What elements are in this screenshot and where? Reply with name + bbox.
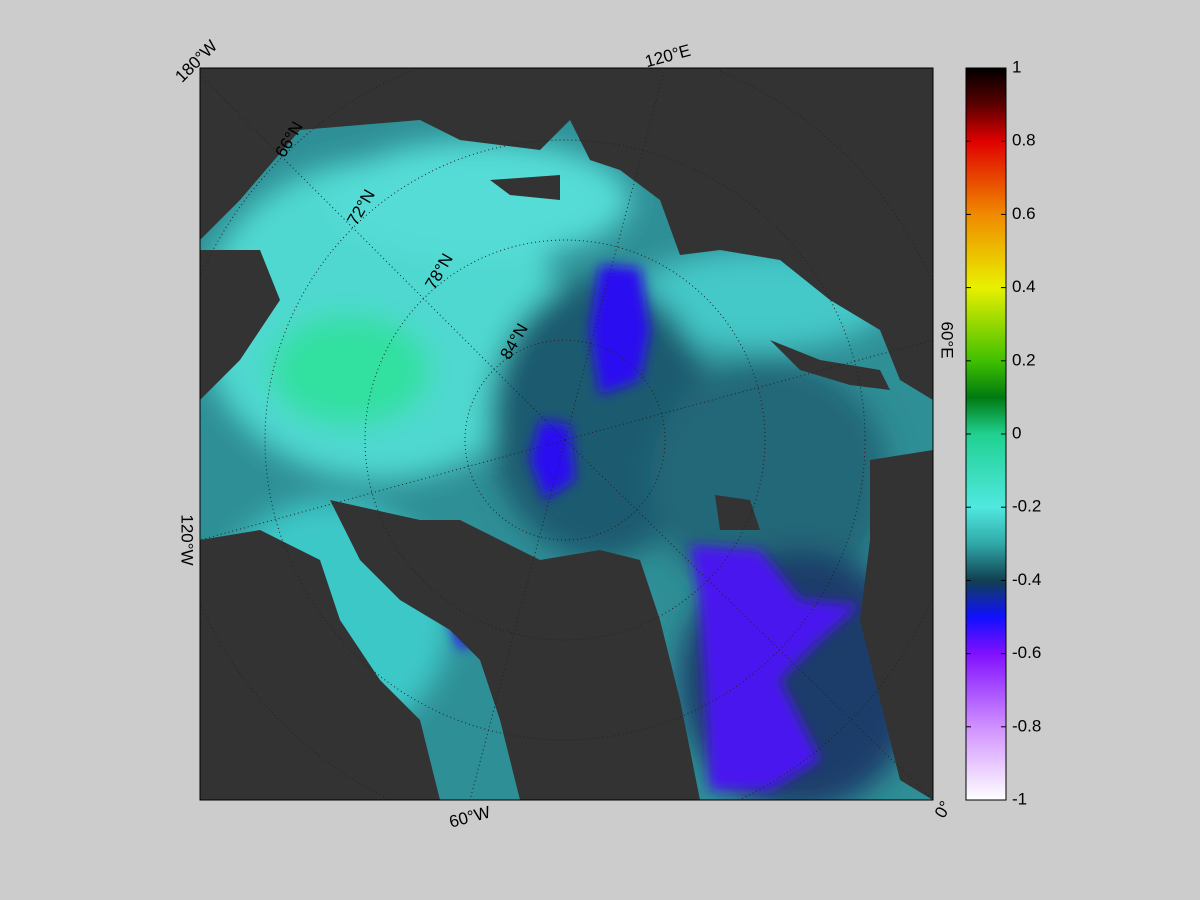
map-frame [199, 67, 934, 801]
map [200, 68, 933, 800]
colorbar-tick-label: -0.6 [1012, 643, 1041, 662]
longitude-label: 60°W [447, 802, 492, 831]
colorbar [965, 67, 1007, 801]
colorbar-tick-label: -1 [1012, 789, 1027, 808]
colorbar-tick-label: 0 [1012, 423, 1021, 442]
colorbar-ticks: 1 0.8 0.6 0.4 0.2 0 -0.2 -0.4 -0.6 -0.8 -1 [966, 57, 1041, 808]
colorbar-tick-label: 1 [1012, 57, 1021, 76]
graticule [200, 68, 933, 800]
colorbar-tick-label: -0.8 [1012, 716, 1041, 735]
longitude-label: 120°W [178, 514, 197, 565]
longitude-label: 60°E [938, 321, 957, 358]
longitude-label: 0° [931, 798, 956, 822]
colorbar-tick-label: 0.8 [1012, 131, 1036, 150]
colorbar-tick-label: -0.4 [1012, 570, 1041, 589]
colorbar-tick-label: 0.6 [1012, 204, 1036, 223]
longitude-label: 120°E [643, 41, 693, 71]
land [200, 68, 933, 800]
colorbar-tick-label: 0.2 [1012, 350, 1036, 369]
colorbar-tick-label: -0.2 [1012, 497, 1041, 516]
colorbar-tick-label: 0.4 [1012, 277, 1036, 296]
